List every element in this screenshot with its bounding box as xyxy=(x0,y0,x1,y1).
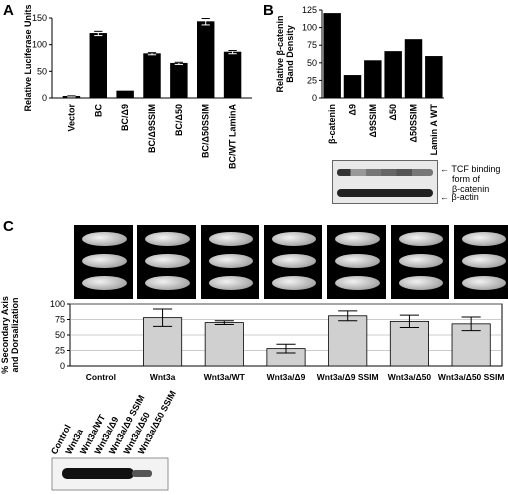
embryo-photo xyxy=(453,225,508,299)
embryo-photo xyxy=(200,225,260,299)
x-tick-label: Δ50 xyxy=(388,104,398,120)
embryo xyxy=(208,276,254,290)
bar xyxy=(343,75,362,99)
embryo xyxy=(208,232,254,246)
x-tick-label: Lamin A WT xyxy=(429,103,439,155)
y-tick-label: 0 xyxy=(60,361,65,371)
x-tick-label: Wnt3a/Δ9 SSIM xyxy=(317,372,379,382)
bar xyxy=(116,90,134,99)
embryo xyxy=(271,232,317,246)
embryo xyxy=(461,232,507,246)
embryo-photo xyxy=(327,225,386,299)
y-axis-label: % Secondary Axis xyxy=(0,296,10,374)
blot-c-band xyxy=(132,470,152,477)
x-tick-label: Wnt3a/Δ50 xyxy=(388,372,432,382)
x-tick-label: Wnt3a/WT xyxy=(204,372,246,382)
western-blot-b xyxy=(332,160,438,204)
embryo xyxy=(335,276,380,290)
tcf-band xyxy=(337,169,433,176)
x-tick-label: Wnt3a/Δ50 SSIM xyxy=(438,372,505,382)
embryo xyxy=(82,232,127,246)
tcf-label-line-3: β-catenin xyxy=(452,184,490,194)
bar xyxy=(404,39,423,99)
bar xyxy=(328,315,368,367)
embryo xyxy=(398,276,443,290)
x-tick-label: Δ9SSIM xyxy=(368,104,378,137)
bar xyxy=(323,13,341,99)
y-tick-label: 25 xyxy=(55,346,65,356)
embryo xyxy=(82,254,127,268)
embryo xyxy=(271,276,317,290)
y-tick-label: 125 xyxy=(302,5,317,15)
y-tick-label: 50 xyxy=(55,330,65,340)
panel-letter-b: B xyxy=(263,2,274,19)
bar xyxy=(364,60,382,99)
x-tick-label: BC/WT LaminA xyxy=(228,104,238,169)
embryo xyxy=(335,254,380,268)
bar xyxy=(389,320,429,367)
actin-label: ← β-actin xyxy=(440,192,479,202)
y-tick-label: 100 xyxy=(302,23,317,33)
embryo xyxy=(461,254,507,268)
x-tick-label: Wnt3a/Δ9 xyxy=(267,372,306,382)
blot-c-band xyxy=(62,468,134,479)
y-tick-label: 50 xyxy=(37,66,47,76)
y-axis-label: Relative β-catenin xyxy=(275,15,285,92)
bar xyxy=(425,56,443,99)
tcf-label: ← TCF binding form of β-catenin xyxy=(440,164,501,194)
bar xyxy=(384,51,402,99)
embryo xyxy=(335,232,380,246)
embryo xyxy=(398,232,443,246)
y-tick-label: 50 xyxy=(307,58,317,68)
y-tick-label: 25 xyxy=(307,75,317,85)
embryo xyxy=(82,276,127,290)
y-tick-label: 75 xyxy=(307,40,317,50)
embryo xyxy=(145,276,190,290)
y-tick-label: 150 xyxy=(32,13,47,23)
x-tick-label: Δ9 xyxy=(348,104,358,115)
x-tick-label: BC/Δ9 xyxy=(120,104,130,131)
x-tick-label: Δ50SSIM xyxy=(409,104,419,142)
y-axis-label: Band Density xyxy=(285,25,295,83)
x-tick-label: β-catenin xyxy=(327,104,337,144)
embryo xyxy=(398,254,443,268)
x-tick-label: BC xyxy=(93,104,103,117)
y-tick-label: 0 xyxy=(42,93,47,103)
embryo-photo xyxy=(74,225,133,299)
embryo xyxy=(208,254,254,268)
embryo xyxy=(271,254,317,268)
y-tick-label: 100 xyxy=(32,40,47,50)
actin-label-text: β-actin xyxy=(451,192,479,202)
x-tick-label: Wnt3a xyxy=(150,372,176,382)
x-tick-label: Vector xyxy=(66,104,76,132)
embryo xyxy=(461,276,507,290)
y-tick-label: 0 xyxy=(312,93,317,103)
embryo xyxy=(145,254,190,268)
embryo-photo xyxy=(137,225,196,299)
y-tick-label: 100 xyxy=(50,299,65,309)
y-tick-label: 75 xyxy=(55,315,65,325)
embryo-photo xyxy=(263,225,323,299)
tcf-label-line-1: TCF binding xyxy=(451,164,501,174)
panel-letter-c: C xyxy=(3,218,14,235)
x-tick-label: BC/Δ9SSIM xyxy=(147,104,157,153)
embryo xyxy=(145,232,190,246)
y-axis-label: and Dorsalization xyxy=(10,297,20,372)
actin-band xyxy=(337,189,433,197)
embryo-photo xyxy=(390,225,449,299)
x-tick-label: BC/Δ50 xyxy=(174,104,184,136)
tcf-label-line-2: form of xyxy=(452,174,481,184)
y-axis-label: Relative Luciferase Units xyxy=(23,4,33,111)
panel-letter-a: A xyxy=(3,2,14,19)
x-tick-label: Control xyxy=(86,372,116,382)
bar xyxy=(204,322,244,367)
x-tick-label: BC/Δ50SSIM xyxy=(201,104,211,158)
